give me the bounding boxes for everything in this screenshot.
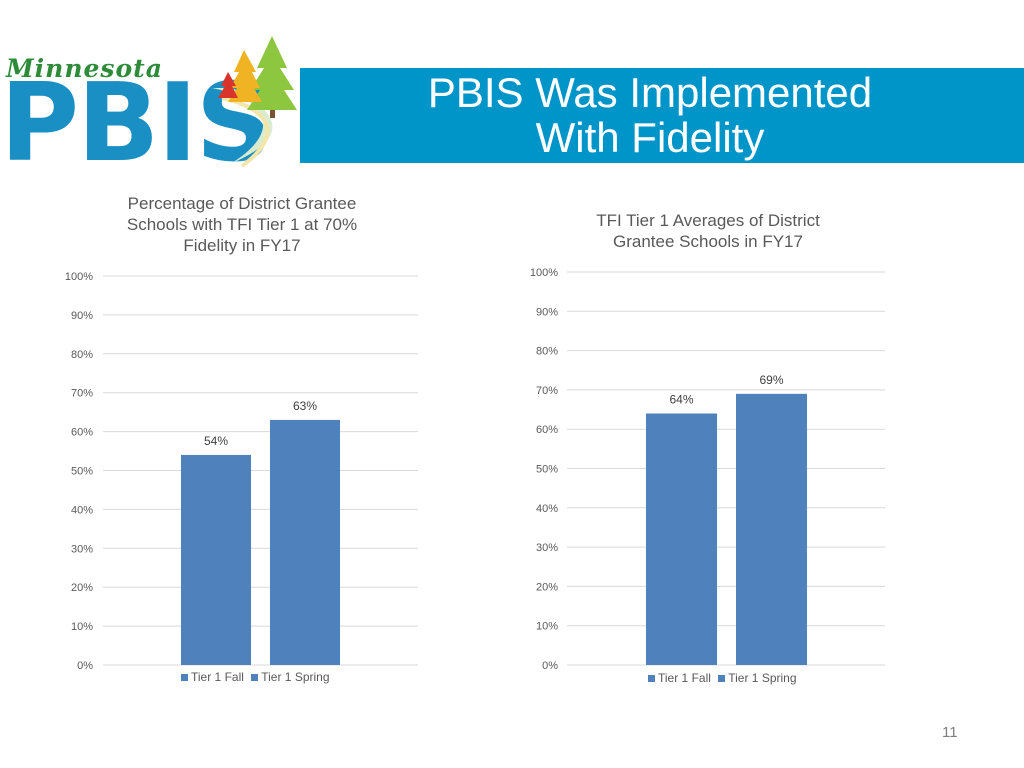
chart-2-plot: 0% 10% 20% 30% 40% 50% 60% 70% 80% 90% 100% 64% 69% xyxy=(530,267,885,672)
legend-label: Tier 1 Fall xyxy=(191,670,244,684)
page-title-line-1: PBIS Was Implemented xyxy=(427,69,873,116)
y-tick-label: 70% xyxy=(536,385,558,397)
bar xyxy=(646,413,717,665)
y-tick-label: 30% xyxy=(536,542,558,554)
trees-path-icon xyxy=(212,36,297,168)
y-tick-label: 50% xyxy=(536,464,558,476)
legend-item: Tier 1 Spring xyxy=(251,670,330,684)
chart-1-legend: Tier 1 Fall Tier 1 Spring xyxy=(181,670,334,684)
bar xyxy=(736,393,807,665)
bar xyxy=(181,454,251,665)
legend-swatch xyxy=(648,675,655,682)
y-tick-label: 40% xyxy=(71,504,93,516)
legend-swatch xyxy=(251,674,259,681)
chart-2-title-line: TFI Tier 1 Averages of District xyxy=(596,211,820,230)
y-tick-label: 0% xyxy=(542,660,558,672)
y-tick-label: 90% xyxy=(536,306,558,318)
y-tick-label: 90% xyxy=(71,310,93,322)
y-tick-label: 20% xyxy=(71,582,93,594)
chart-1-title-line: Fidelity in FY17 xyxy=(183,236,301,255)
page-title: PBIS Was Implemented With Fidelity xyxy=(340,68,960,170)
data-label: 69% xyxy=(759,373,783,387)
y-tick-label: 0% xyxy=(77,660,93,672)
y-tick-label: 10% xyxy=(71,621,93,633)
chart-1-title: Percentage of District Grantee Schools w… xyxy=(92,193,392,256)
minnesota-pbis-logo: Minnesota PBIS xyxy=(0,28,320,178)
y-tick-label: 30% xyxy=(71,543,93,555)
title-banner xyxy=(300,68,1024,163)
legend-item: Tier 1 Fall xyxy=(181,670,244,684)
chart-2-title-line: Grantee Schools in FY17 xyxy=(613,232,803,251)
legend-label: Tier 1 Fall xyxy=(658,671,711,685)
data-label: 64% xyxy=(669,392,693,406)
legend-item: Tier 1 Fall xyxy=(648,671,711,685)
y-tick-label: 20% xyxy=(536,581,558,593)
chart-2-title: TFI Tier 1 Averages of District Grantee … xyxy=(558,210,858,252)
data-label: 54% xyxy=(204,434,228,448)
page-number: 11 xyxy=(942,724,958,741)
y-tick-label: 10% xyxy=(536,621,558,633)
legend-label: Tier 1 Spring xyxy=(261,670,330,684)
legend-label: Tier 1 Spring xyxy=(728,671,797,685)
y-tick-label: 60% xyxy=(536,424,558,436)
bar xyxy=(270,419,340,665)
legend-swatch xyxy=(718,675,726,682)
legend-item: Tier 1 Spring xyxy=(718,671,797,685)
y-tick-label: 60% xyxy=(71,427,93,439)
y-tick-label: 70% xyxy=(71,388,93,400)
logo-script-text: Minnesota xyxy=(6,54,163,83)
data-label: 63% xyxy=(293,399,317,413)
y-tick-label: 100% xyxy=(65,271,93,283)
y-tick-label: 80% xyxy=(71,349,93,361)
chart-1-title-line: Schools with TFI Tier 1 at 70% xyxy=(126,215,358,234)
chart-2-legend: Tier 1 Fall Tier 1 Spring xyxy=(648,671,801,685)
page-title-line-2: With Fidelity xyxy=(535,114,765,161)
y-tick-label: 40% xyxy=(536,503,558,515)
chart-1-plot: 0% 10% 20% 30% 40% 50% 60% 70% 80% 90% 100% 54% 63% xyxy=(65,271,418,672)
y-tick-label: 80% xyxy=(536,346,558,358)
y-tick-label: 100% xyxy=(530,267,558,279)
chart-1-title-line: Percentage of District Grantee xyxy=(127,194,357,213)
legend-swatch xyxy=(181,674,188,681)
y-tick-label: 50% xyxy=(71,466,93,478)
